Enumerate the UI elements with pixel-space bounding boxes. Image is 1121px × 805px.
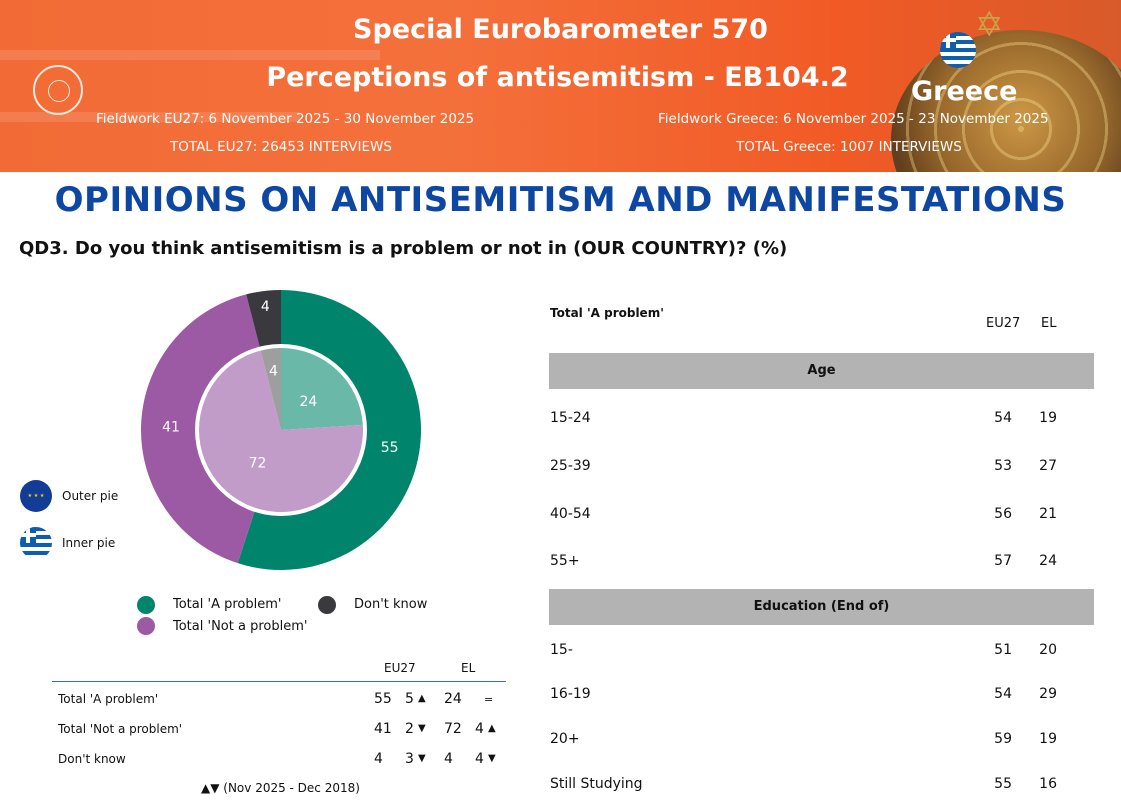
- trend-el-arrow: ▲: [488, 723, 496, 734]
- trend-eu-arrow: ▲: [418, 693, 426, 704]
- breakdown-el-value: 19: [1039, 731, 1057, 747]
- trend-divider: [52, 681, 506, 682]
- outer-pie-label-0: 55: [381, 440, 399, 456]
- fieldwork-eu: Fieldwork EU27: 6 November 2025 - 30 Nov…: [96, 111, 475, 127]
- trend-eu-change: 5: [405, 691, 414, 707]
- trend-el-change: 4: [475, 751, 484, 767]
- greece-flag-icon: [940, 32, 976, 68]
- trend-col-eu: EU27: [384, 661, 416, 675]
- total-country: TOTAL Greece: 1007 INTERVIEWS: [736, 139, 962, 155]
- breakdown-el-value: 21: [1039, 506, 1057, 522]
- trend-el-value: 4: [444, 751, 453, 767]
- breakdown-row-label: 16-19: [550, 686, 591, 702]
- greece-flag-icon: [20, 527, 52, 559]
- breakdown-el-value: 19: [1039, 410, 1057, 426]
- legend-swatch-dont-know: [318, 596, 336, 614]
- trend-row-label: Don't know: [58, 752, 126, 766]
- report-title: Special Eurobarometer 570: [353, 14, 768, 45]
- donut-chart: 55 41 4 24 72 4: [140, 290, 421, 570]
- breakdown-el-value: 20: [1039, 642, 1057, 658]
- trend-eu-value: 4: [374, 751, 383, 767]
- trend-col-el: EL: [461, 661, 476, 675]
- header-banner: ✡ Special Eurobarometer 570 Perceptions …: [0, 0, 1121, 172]
- legend-label-not-problem: Total 'Not a problem': [173, 619, 308, 634]
- breakdown-el-value: 16: [1039, 776, 1057, 792]
- age-band: Age: [549, 353, 1094, 389]
- inner-pie-slice-0: [281, 348, 363, 430]
- legend-label-dont-know: Don't know: [354, 597, 428, 612]
- breakdown-eu-value: 54: [994, 686, 1012, 702]
- trend-el-change: =: [484, 693, 494, 706]
- trend-eu-change: 3: [405, 751, 414, 767]
- breakdown-row-label: 25-39: [550, 458, 591, 474]
- breakdown-eu-value: 51: [994, 642, 1012, 658]
- breakdown-el-value: 29: [1039, 686, 1057, 702]
- breakdown-row-label: Still Studying: [550, 776, 643, 792]
- breakdown-eu-value: 53: [994, 458, 1012, 474]
- breakdown-row-label: 20+: [550, 731, 580, 747]
- trend-footnote: ▲▼ (Nov 2025 - Dec 2018): [201, 781, 360, 795]
- breakdown-eu-value: 54: [994, 410, 1012, 426]
- legend-label-problem: Total 'A problem': [173, 597, 282, 612]
- breakdown-el-value: 27: [1039, 458, 1057, 474]
- trend-row-label: Total 'A problem': [58, 692, 159, 706]
- breakdown-row-label: 15-: [550, 642, 573, 658]
- outer-pie-label-1: 41: [162, 420, 180, 436]
- breakdown-eu-value: 56: [994, 506, 1012, 522]
- fieldwork-country: Fieldwork Greece: 6 November 2025 - 23 N…: [658, 111, 1049, 127]
- inner-pie-slice-1: [199, 350, 363, 512]
- trend-eu-change: 2: [405, 721, 414, 737]
- total-eu: TOTAL EU27: 26453 INTERVIEWS: [170, 139, 392, 155]
- eurobarometer-logo: [33, 65, 83, 115]
- education-band: Education (End of): [549, 589, 1094, 625]
- trend-el-arrow: ▼: [488, 753, 496, 764]
- outer-pie-label-2: 4: [261, 299, 270, 315]
- breakdown-row-label: 55+: [550, 553, 580, 569]
- trend-el-value: 24: [444, 691, 462, 707]
- breakdown-el-value: 24: [1039, 553, 1057, 569]
- breakdown-col-eu: EU27: [986, 316, 1021, 331]
- breakdown-row-label: 15-24: [550, 410, 591, 426]
- breakdown-col-el: EL: [1041, 316, 1057, 331]
- breakdown-eu-value: 57: [994, 553, 1012, 569]
- trend-row-label: Total 'Not a problem': [58, 722, 183, 736]
- trend-eu-value: 41: [374, 721, 392, 737]
- section-title: OPINIONS ON ANTISEMITISM AND MANIFESTATI…: [54, 180, 1067, 220]
- breakdown-row-label: 40-54: [550, 506, 591, 522]
- trend-eu-value: 55: [374, 691, 392, 707]
- eu-flag-icon: ★ ★ ★: [20, 480, 52, 512]
- trend-el-value: 72: [444, 721, 462, 737]
- trend-eu-arrow: ▼: [418, 723, 426, 734]
- legend-swatch-problem: [137, 596, 155, 614]
- breakdown-eu-value: 59: [994, 731, 1012, 747]
- breakdown-header: Total 'A problem': [550, 306, 664, 320]
- banner-stripe: [0, 112, 300, 122]
- inner-pie-slice-2: [260, 348, 281, 430]
- inner-pie-label-1: 72: [249, 455, 267, 471]
- inner-pie-label-2: 4: [269, 363, 278, 379]
- legend-swatch-not-problem: [137, 617, 155, 635]
- inner-pie-label-0: 24: [299, 394, 317, 410]
- question-text: QD3. Do you think antisemitism is a prob…: [19, 238, 788, 259]
- inner-pie-label: Inner pie: [62, 536, 116, 550]
- trend-eu-arrow: ▼: [418, 753, 426, 764]
- breakdown-eu-value: 55: [994, 776, 1012, 792]
- trend-el-change: 4: [475, 721, 484, 737]
- banner-stripe: [0, 50, 380, 60]
- star-of-david-icon: ✡: [975, 5, 1004, 45]
- outer-pie-label: Outer pie: [62, 489, 119, 503]
- report-subtitle: Perceptions of antisemitism - EB104.2: [266, 62, 849, 93]
- country-name: Greece: [911, 76, 1018, 107]
